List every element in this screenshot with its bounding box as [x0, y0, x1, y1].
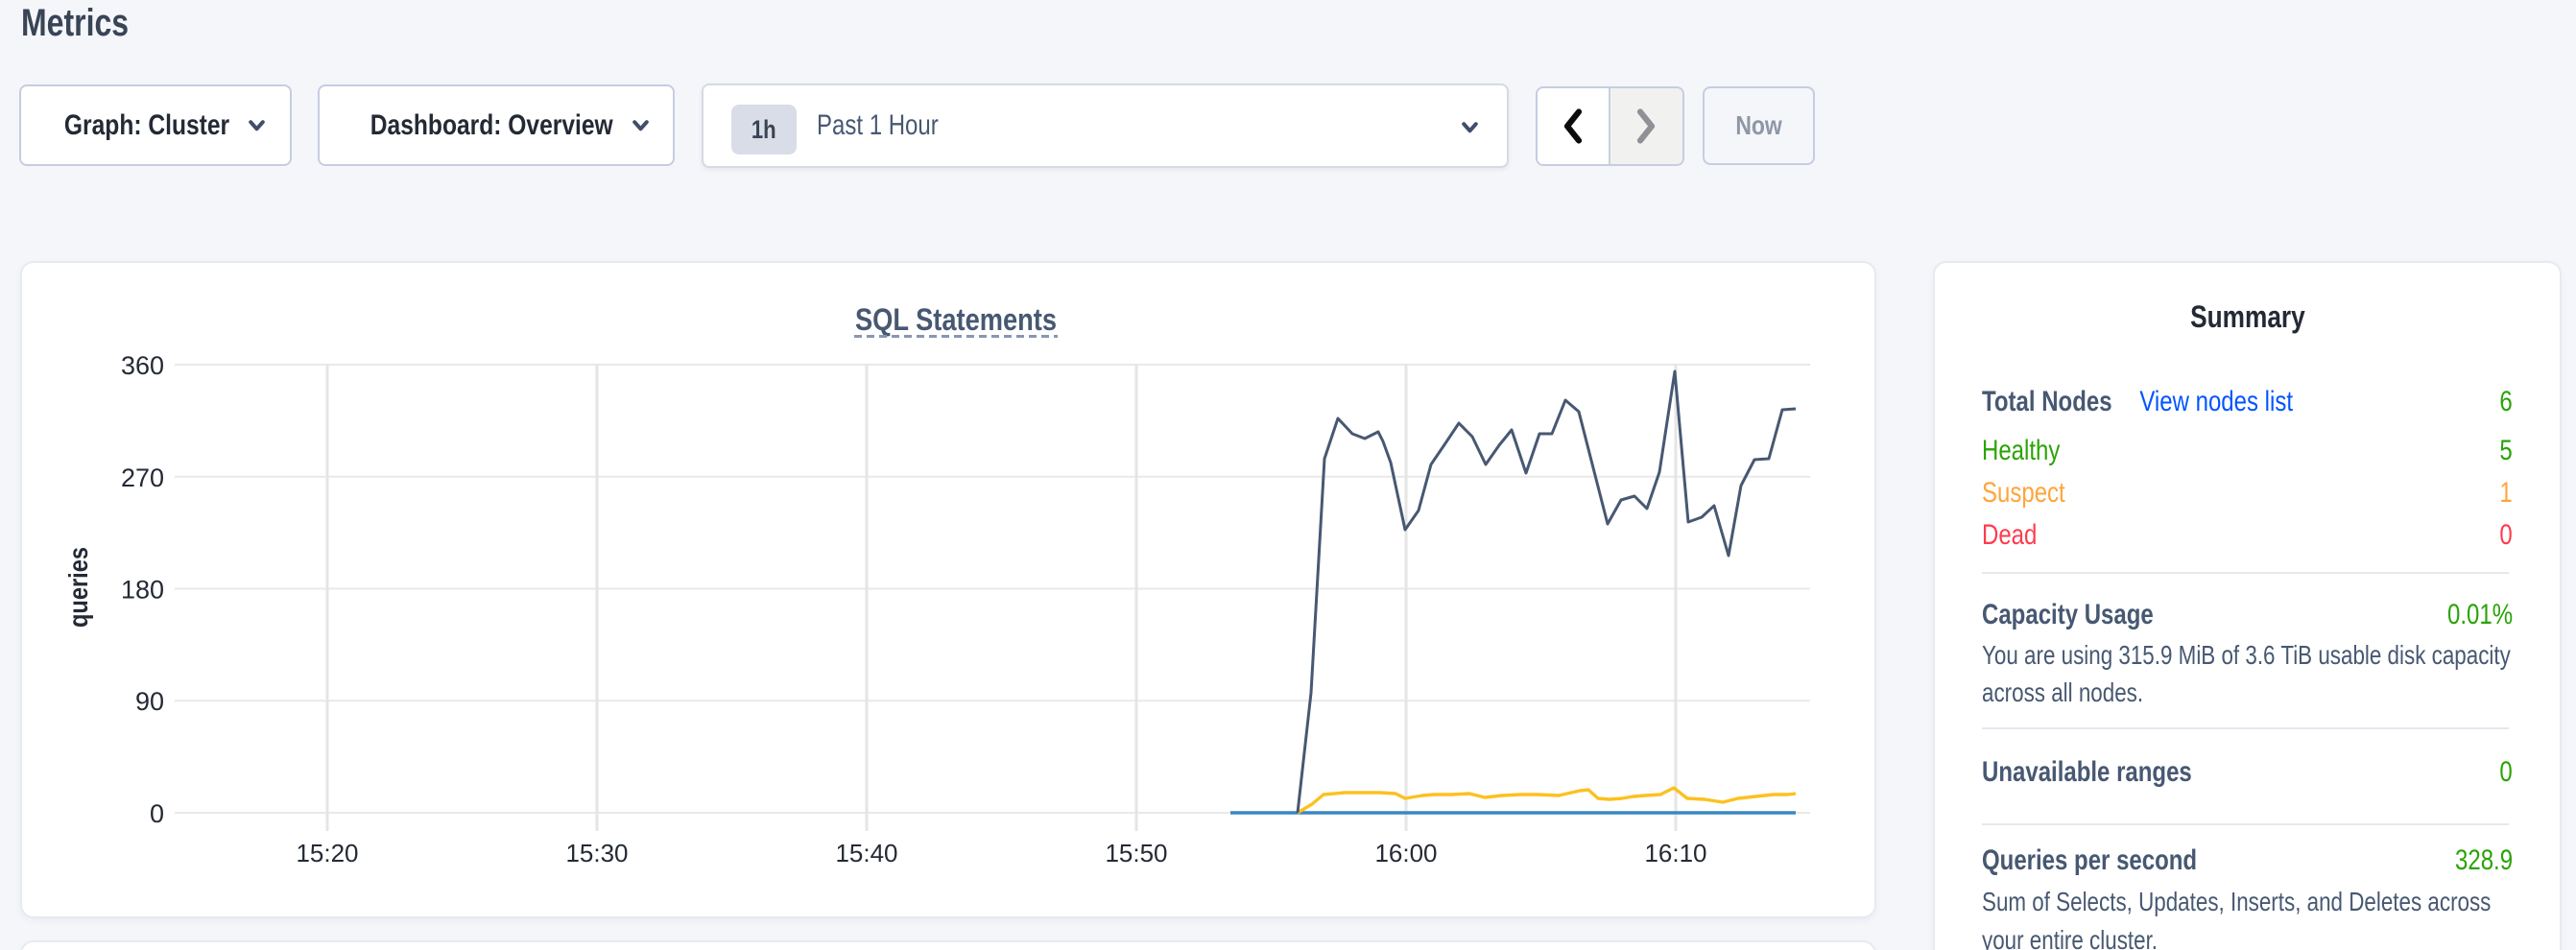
svg-text:SQL Statements: SQL Statements [855, 302, 1057, 337]
svg-text:360: 360 [121, 351, 164, 380]
svg-text:15:20: 15:20 [296, 839, 358, 867]
svg-text:15:30: 15:30 [565, 839, 628, 867]
svg-text:16:00: 16:00 [1374, 839, 1437, 867]
svg-text:15:40: 15:40 [835, 839, 897, 867]
svg-text:90: 90 [135, 687, 164, 716]
svg-text:270: 270 [121, 463, 164, 492]
svg-text:180: 180 [121, 576, 164, 605]
svg-text:16:10: 16:10 [1644, 839, 1706, 867]
svg-text:queries: queries [63, 547, 93, 628]
svg-text:15:50: 15:50 [1105, 839, 1167, 867]
svg-text:0: 0 [150, 799, 164, 828]
